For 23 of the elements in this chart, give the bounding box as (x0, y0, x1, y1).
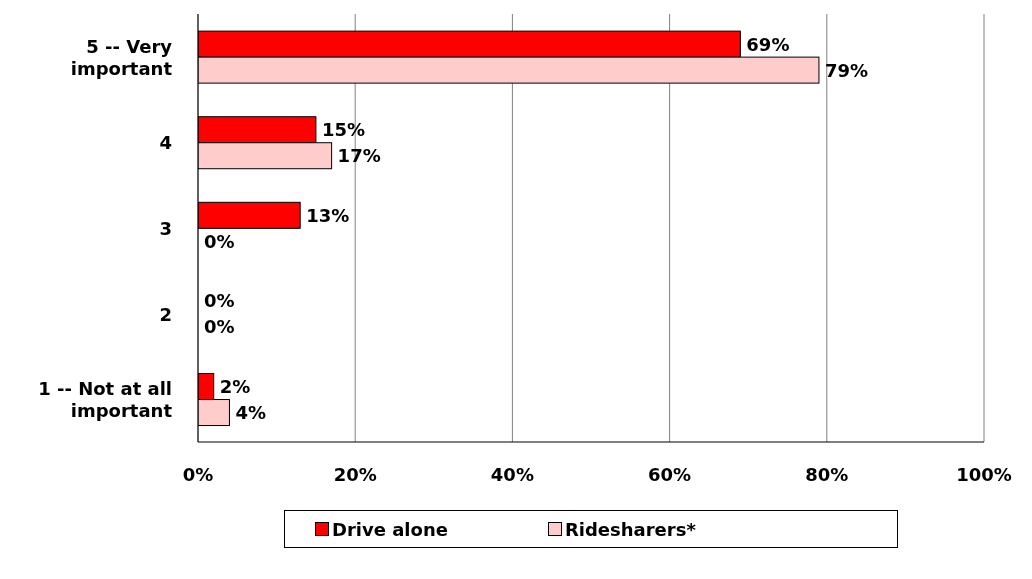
data-label: 2% (219, 376, 251, 398)
data-label: 0% (204, 316, 235, 338)
y-tick-label: 3 (159, 217, 172, 239)
data-label: 0% (204, 230, 235, 252)
x-tick-label: 100% (956, 463, 1012, 485)
y-tick-label: 5 -- Very important (70, 35, 173, 79)
x-tick-label: 80% (805, 463, 849, 485)
x-tick-label: 40% (490, 463, 534, 485)
x-tick-label: 0% (182, 463, 214, 485)
legend-label: Ridesharers* (564, 518, 696, 540)
data-label: 69% (746, 33, 790, 55)
data-label: 0% (204, 290, 235, 312)
data-label: 4% (235, 402, 266, 424)
legend-label: Drive alone (332, 518, 448, 540)
x-tick-label: 60% (648, 463, 692, 485)
data-label: 15% (321, 119, 365, 141)
data-label: 17% (337, 145, 381, 167)
data-label: 13% (306, 204, 350, 226)
data-label: 79% (824, 59, 869, 81)
x-tick-label: 20% (333, 463, 377, 485)
y-tick-label: 1 -- Not at all important (38, 377, 173, 421)
y-tick-label: 2 (159, 303, 172, 325)
y-tick-label: 4 (159, 131, 172, 153)
